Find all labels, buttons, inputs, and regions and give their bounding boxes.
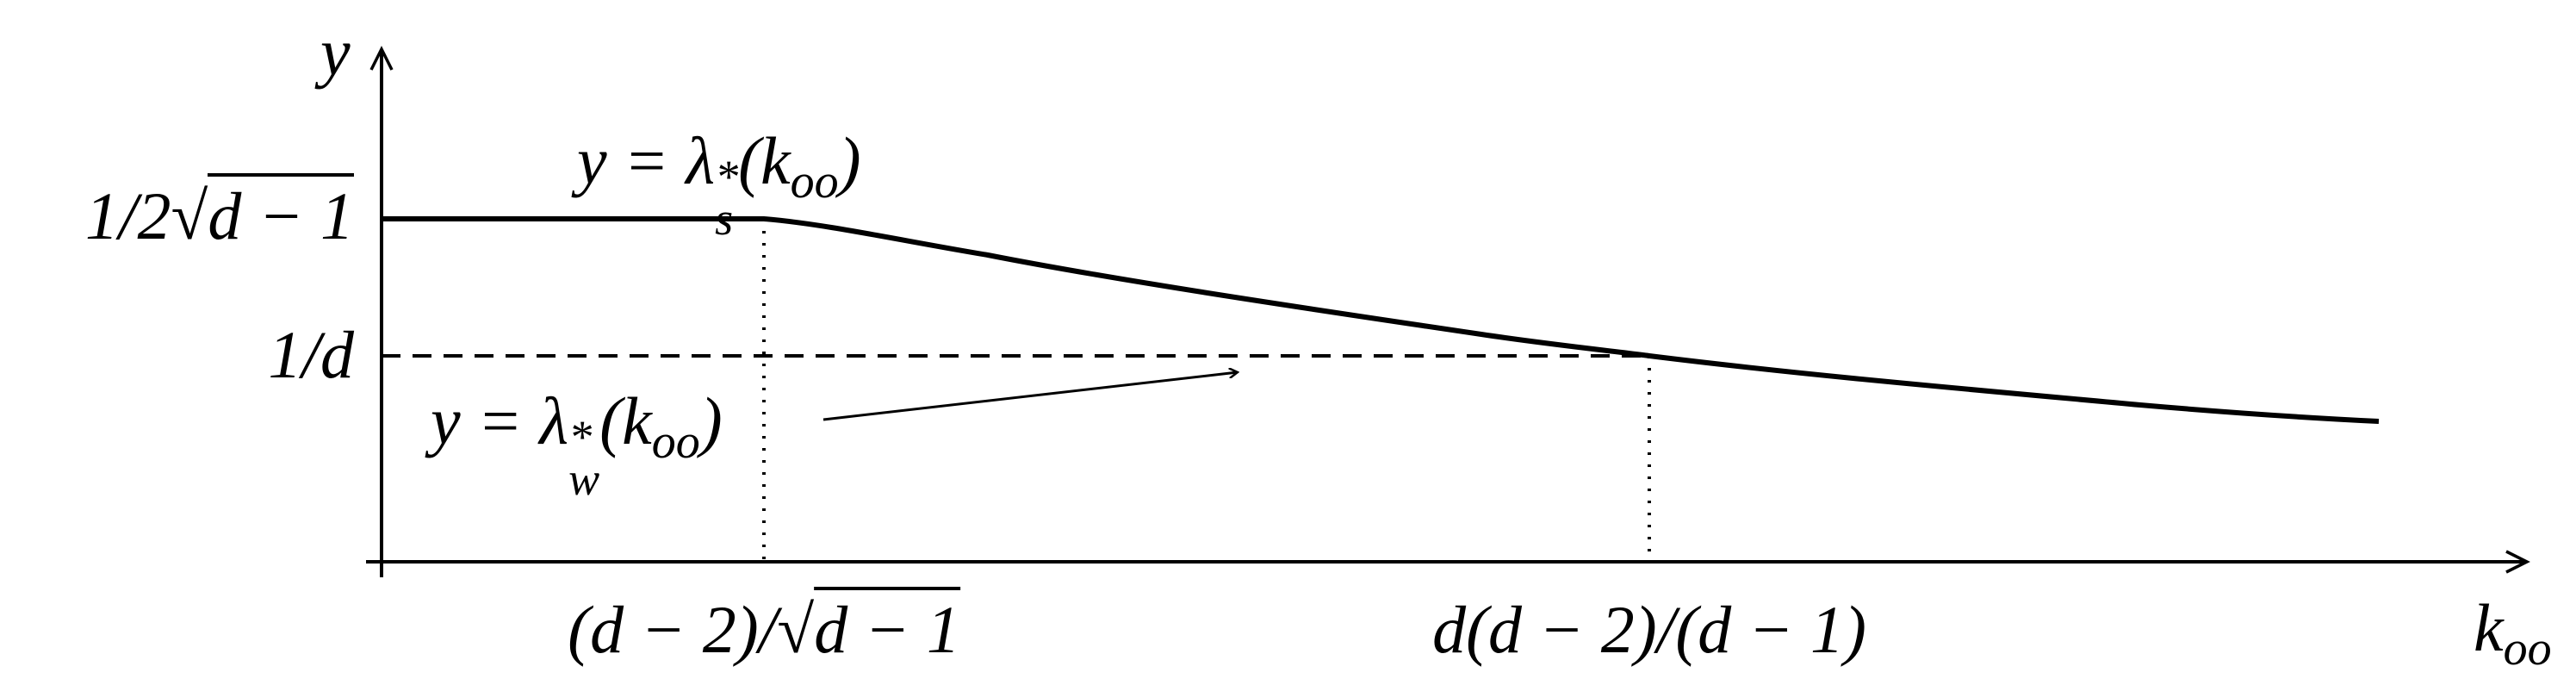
label-part: ) [838, 123, 861, 198]
y-axis-label: y [320, 15, 351, 90]
label-part: (k [599, 383, 652, 458]
label-part: s [715, 192, 734, 245]
label-part: (k [738, 123, 791, 198]
x-axis-label: koo [2474, 595, 2552, 676]
label-part: oo [651, 415, 700, 469]
label-part: oo [790, 155, 839, 209]
y-tick-label: 1/d [268, 317, 354, 392]
label-part: d − 1 [814, 587, 960, 667]
label-part: 1/2 [84, 178, 171, 253]
label-part: λ [539, 383, 569, 458]
strong-curve [382, 216, 2380, 424]
label-part: λ [686, 123, 716, 198]
y-tick-label: 1/2√d − 1 [85, 173, 354, 253]
x-tick-label: (d − 2)/√d − 1 [568, 587, 960, 667]
label-part: w [568, 452, 600, 505]
label-part: k [2474, 590, 2504, 665]
x-tick-label: d(d − 2)/(d − 1) [1432, 592, 1866, 667]
label-part: * [715, 151, 739, 202]
curve-label: y = λ * w (koo) [431, 388, 723, 505]
label-part: d − 1 [208, 173, 354, 253]
label-part: ) [699, 383, 723, 458]
label-part: y = [577, 123, 686, 198]
label-part: (d − 2)/ [568, 592, 778, 667]
label-part: y = [431, 383, 540, 458]
annotation-arrow [822, 372, 1238, 421]
label-part: * [568, 411, 593, 463]
curve-label: y = λ * s (koo) [577, 128, 861, 245]
label-part: oo [2503, 622, 2552, 676]
